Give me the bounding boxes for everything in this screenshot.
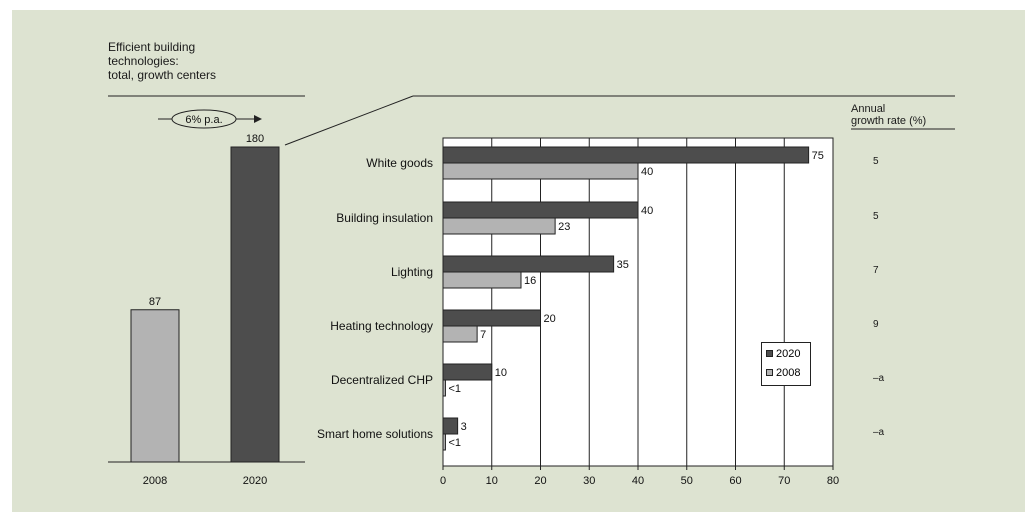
total-tick-label-2020: 2020 <box>243 475 267 487</box>
bar-2020-lighting <box>442 255 615 273</box>
bar-label-2020-building-insulation: 40 <box>641 205 653 217</box>
bar-label-2020-heating-technology: 20 <box>544 313 556 325</box>
bar-2020-decentralized-chp <box>442 363 493 381</box>
x-tick-label-20: 20 <box>534 475 546 487</box>
category-label-smart-home-solutions: Smart home solutions <box>317 427 433 441</box>
growth-rate-lighting: 7 <box>873 265 879 276</box>
growth-rate-building-insulation: 5 <box>873 211 879 222</box>
cagr-ellipse <box>171 109 237 129</box>
x-tick-label-0: 0 <box>440 475 446 487</box>
total-value-label-2020: 180 <box>246 133 264 145</box>
legend-label-2020: 2020 <box>776 347 801 360</box>
total-bar-2020 <box>230 146 280 463</box>
cagr-arrow-head <box>254 115 262 123</box>
growth-rate-smart-home-solutions: –a <box>873 427 885 438</box>
growth-rate-header: Annual growth rate (%) <box>851 103 926 127</box>
bar-label-2008-decentralized-chp: <1 <box>448 383 461 395</box>
growth-rate-decentralized-chp: –a <box>873 373 885 384</box>
category-label-heating-technology: Heating technology <box>330 319 433 333</box>
x-tick-label-80: 80 <box>827 475 839 487</box>
bar-2008-heating-technology <box>442 325 478 343</box>
bar-2020-building-insulation <box>442 201 639 219</box>
x-tick-label-60: 60 <box>729 475 741 487</box>
total-bar-2008 <box>130 309 180 463</box>
bar-2008-smart-home-solutions <box>442 433 446 451</box>
bar-label-2020-white-goods: 75 <box>812 150 824 162</box>
bar-label-2020-smart-home-solutions: 3 <box>461 421 467 433</box>
legend-swatch-2020 <box>766 350 773 357</box>
legend-swatch-2008 <box>766 369 773 376</box>
bar-label-2020-lighting: 35 <box>617 259 629 271</box>
x-tick-label-10: 10 <box>486 475 498 487</box>
growth-rate-heating-technology: 9 <box>873 319 879 330</box>
bar-label-2020-decentralized-chp: 10 <box>495 367 507 379</box>
bar-label-2008-white-goods: 40 <box>641 166 653 178</box>
legend: 2020 2008 <box>761 342 811 386</box>
bar-2020-heating-technology <box>442 309 541 327</box>
bar-2020-white-goods <box>442 146 810 164</box>
category-label-building-insulation: Building insulation <box>336 211 433 225</box>
bar-2008-lighting <box>442 271 522 289</box>
x-tick-label-30: 30 <box>583 475 595 487</box>
cagr-label: 6% p.a. <box>185 114 222 126</box>
chart-title: Efficient building technologies: total, … <box>108 40 216 82</box>
bar-2008-white-goods <box>442 162 639 180</box>
x-tick-label-40: 40 <box>632 475 644 487</box>
category-label-decentralized-chp: Decentralized CHP <box>331 373 433 387</box>
title-line-1: Efficient building <box>108 40 196 54</box>
connector-line <box>284 95 414 146</box>
title-line-2: technologies: <box>108 54 179 68</box>
x-tick-label-70: 70 <box>778 475 790 487</box>
bar-label-2008-heating-technology: 7 <box>480 329 486 341</box>
legend-label-2008: 2008 <box>776 366 801 379</box>
bar-label-2008-building-insulation: 23 <box>558 221 570 233</box>
total-tick-label-2008: 2008 <box>143 475 167 487</box>
growth-rate-header-line-1: Annual <box>851 103 886 115</box>
legend-item-2008: 2008 <box>762 364 810 381</box>
x-tick-label-50: 50 <box>681 475 693 487</box>
bar-label-2008-smart-home-solutions: <1 <box>448 437 461 449</box>
bar-label-2008-lighting: 16 <box>524 275 536 287</box>
title-line-3: total, growth centers <box>108 68 217 82</box>
bar-2008-building-insulation <box>442 217 556 235</box>
bar-2020-smart-home-solutions <box>442 417 459 435</box>
category-label-lighting: Lighting <box>391 265 433 279</box>
bar-2008-decentralized-chp <box>442 379 446 397</box>
legend-item-2020: 2020 <box>762 345 810 362</box>
total-value-label-2008: 87 <box>149 296 161 308</box>
growth-rate-header-line-2: growth rate (%) <box>851 115 927 127</box>
growth-rate-white-goods: 5 <box>873 156 879 167</box>
category-label-white-goods: White goods <box>366 156 433 170</box>
